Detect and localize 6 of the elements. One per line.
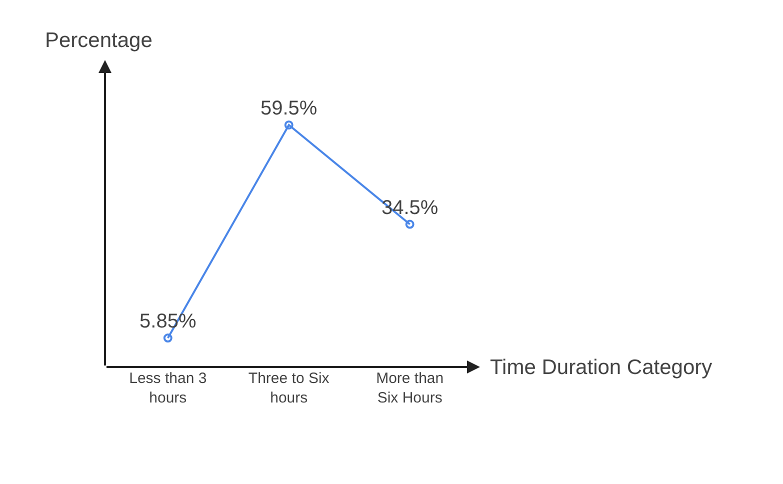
x-tick-label: Less than 3 hours (129, 370, 207, 406)
x-tick-label: Three to Six hours (248, 370, 330, 406)
x-tick-label: More than Six Hours (376, 370, 444, 406)
y-axis-title: Percentage (45, 29, 152, 52)
data-label: 59.5% (260, 98, 318, 120)
x-axis-title: Time Duration Category (490, 356, 713, 379)
